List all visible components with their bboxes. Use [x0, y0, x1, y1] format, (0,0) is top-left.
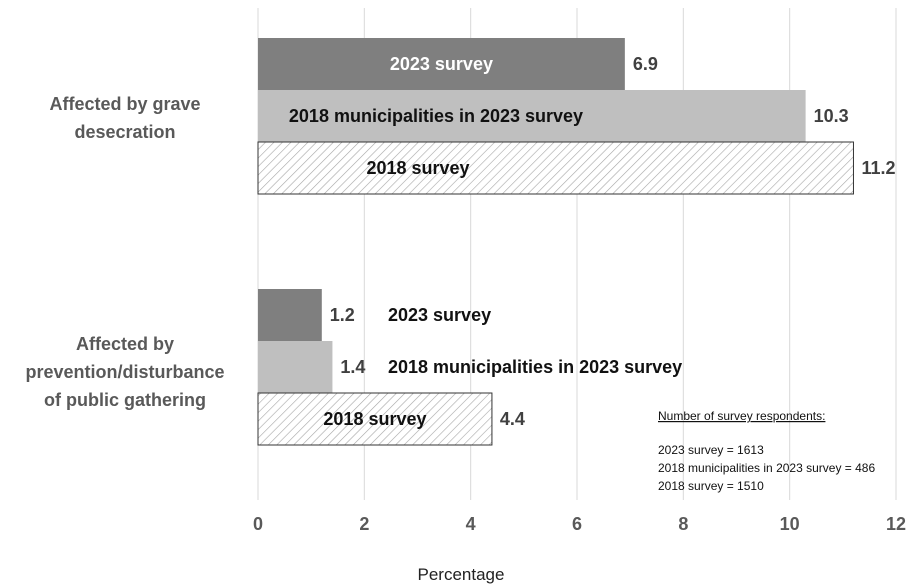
bar: [258, 341, 333, 393]
category-label: Affected by prevention/disturbance of publ…: [25, 334, 224, 410]
data-label: 1.4: [340, 357, 365, 377]
category-labels: Affected by grave desecration Affected by p…: [25, 94, 224, 410]
x-axis-label: Percentage: [418, 565, 505, 584]
bar-series-label: 2023 survey: [390, 54, 493, 74]
bar-series-label: 2018 survey: [366, 158, 469, 178]
bar: [257, 392, 493, 446]
category-label-line: Affected by: [76, 334, 174, 354]
note-line: 2018 municipalities in 2023 survey = 486: [658, 461, 875, 475]
x-tick-label: 12: [886, 514, 906, 534]
bar: [258, 38, 625, 90]
bar-series-label: 2018 survey: [323, 409, 426, 429]
bar-series-label: 2018 municipalities in 2023 survey: [388, 357, 682, 377]
category-label-line: prevention/disturbance: [25, 362, 224, 382]
bar-series-label: 2023 survey: [388, 305, 491, 325]
note-line: 2018 survey = 1510: [658, 479, 764, 493]
x-tick-labels: 0 2 4 6 8 10 12: [253, 514, 906, 534]
bar: [258, 289, 322, 341]
x-tick-label: 2: [359, 514, 369, 534]
data-label: 11.2: [861, 158, 895, 178]
x-tick-label: 6: [572, 514, 582, 534]
x-tick-label: 10: [780, 514, 800, 534]
category-label-line: of public gathering: [44, 390, 206, 410]
data-label: 6.9: [633, 54, 658, 74]
bar-series-label: 2018 municipalities in 2023 survey: [289, 106, 583, 126]
respondents-note: Number of survey respondents: 2023 surve…: [658, 409, 875, 493]
x-tick-label: 4: [466, 514, 476, 534]
data-label: 10.3: [814, 106, 849, 126]
bar: [257, 141, 854, 195]
x-tick-label: 8: [678, 514, 688, 534]
note-line: 2023 survey = 1613: [658, 443, 764, 457]
x-tick-label: 0: [253, 514, 263, 534]
data-label: 4.4: [500, 409, 525, 429]
note-title: Number of survey respondents:: [658, 409, 825, 423]
category-label-line: desecration: [74, 122, 175, 142]
bars-group: 6.9 2023 survey 10.3 2018 municipalities in…: [257, 38, 896, 446]
data-label: 1.2: [330, 305, 355, 325]
category-label-line: Affected by grave: [49, 94, 200, 114]
bar: [258, 90, 806, 142]
category-label: Affected by grave desecration: [49, 94, 200, 142]
